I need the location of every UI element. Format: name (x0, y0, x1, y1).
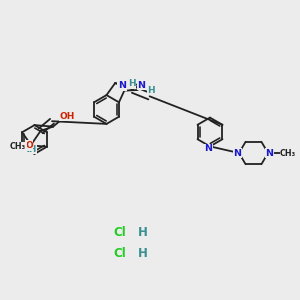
Text: Cl: Cl (114, 247, 126, 260)
Text: NH: NH (22, 145, 37, 154)
Text: N: N (233, 148, 242, 158)
Text: N: N (118, 81, 126, 90)
Text: H: H (138, 226, 147, 239)
Text: H: H (138, 247, 147, 260)
Text: H: H (128, 79, 135, 88)
Text: O: O (25, 141, 33, 150)
Text: OH: OH (60, 112, 75, 121)
Text: N: N (204, 144, 212, 153)
Text: N: N (266, 148, 274, 158)
Text: N: N (137, 81, 145, 90)
Text: Cl: Cl (114, 226, 126, 239)
Text: CH₃: CH₃ (280, 148, 296, 158)
Text: CH₃: CH₃ (10, 142, 26, 151)
Text: H: H (147, 86, 155, 95)
